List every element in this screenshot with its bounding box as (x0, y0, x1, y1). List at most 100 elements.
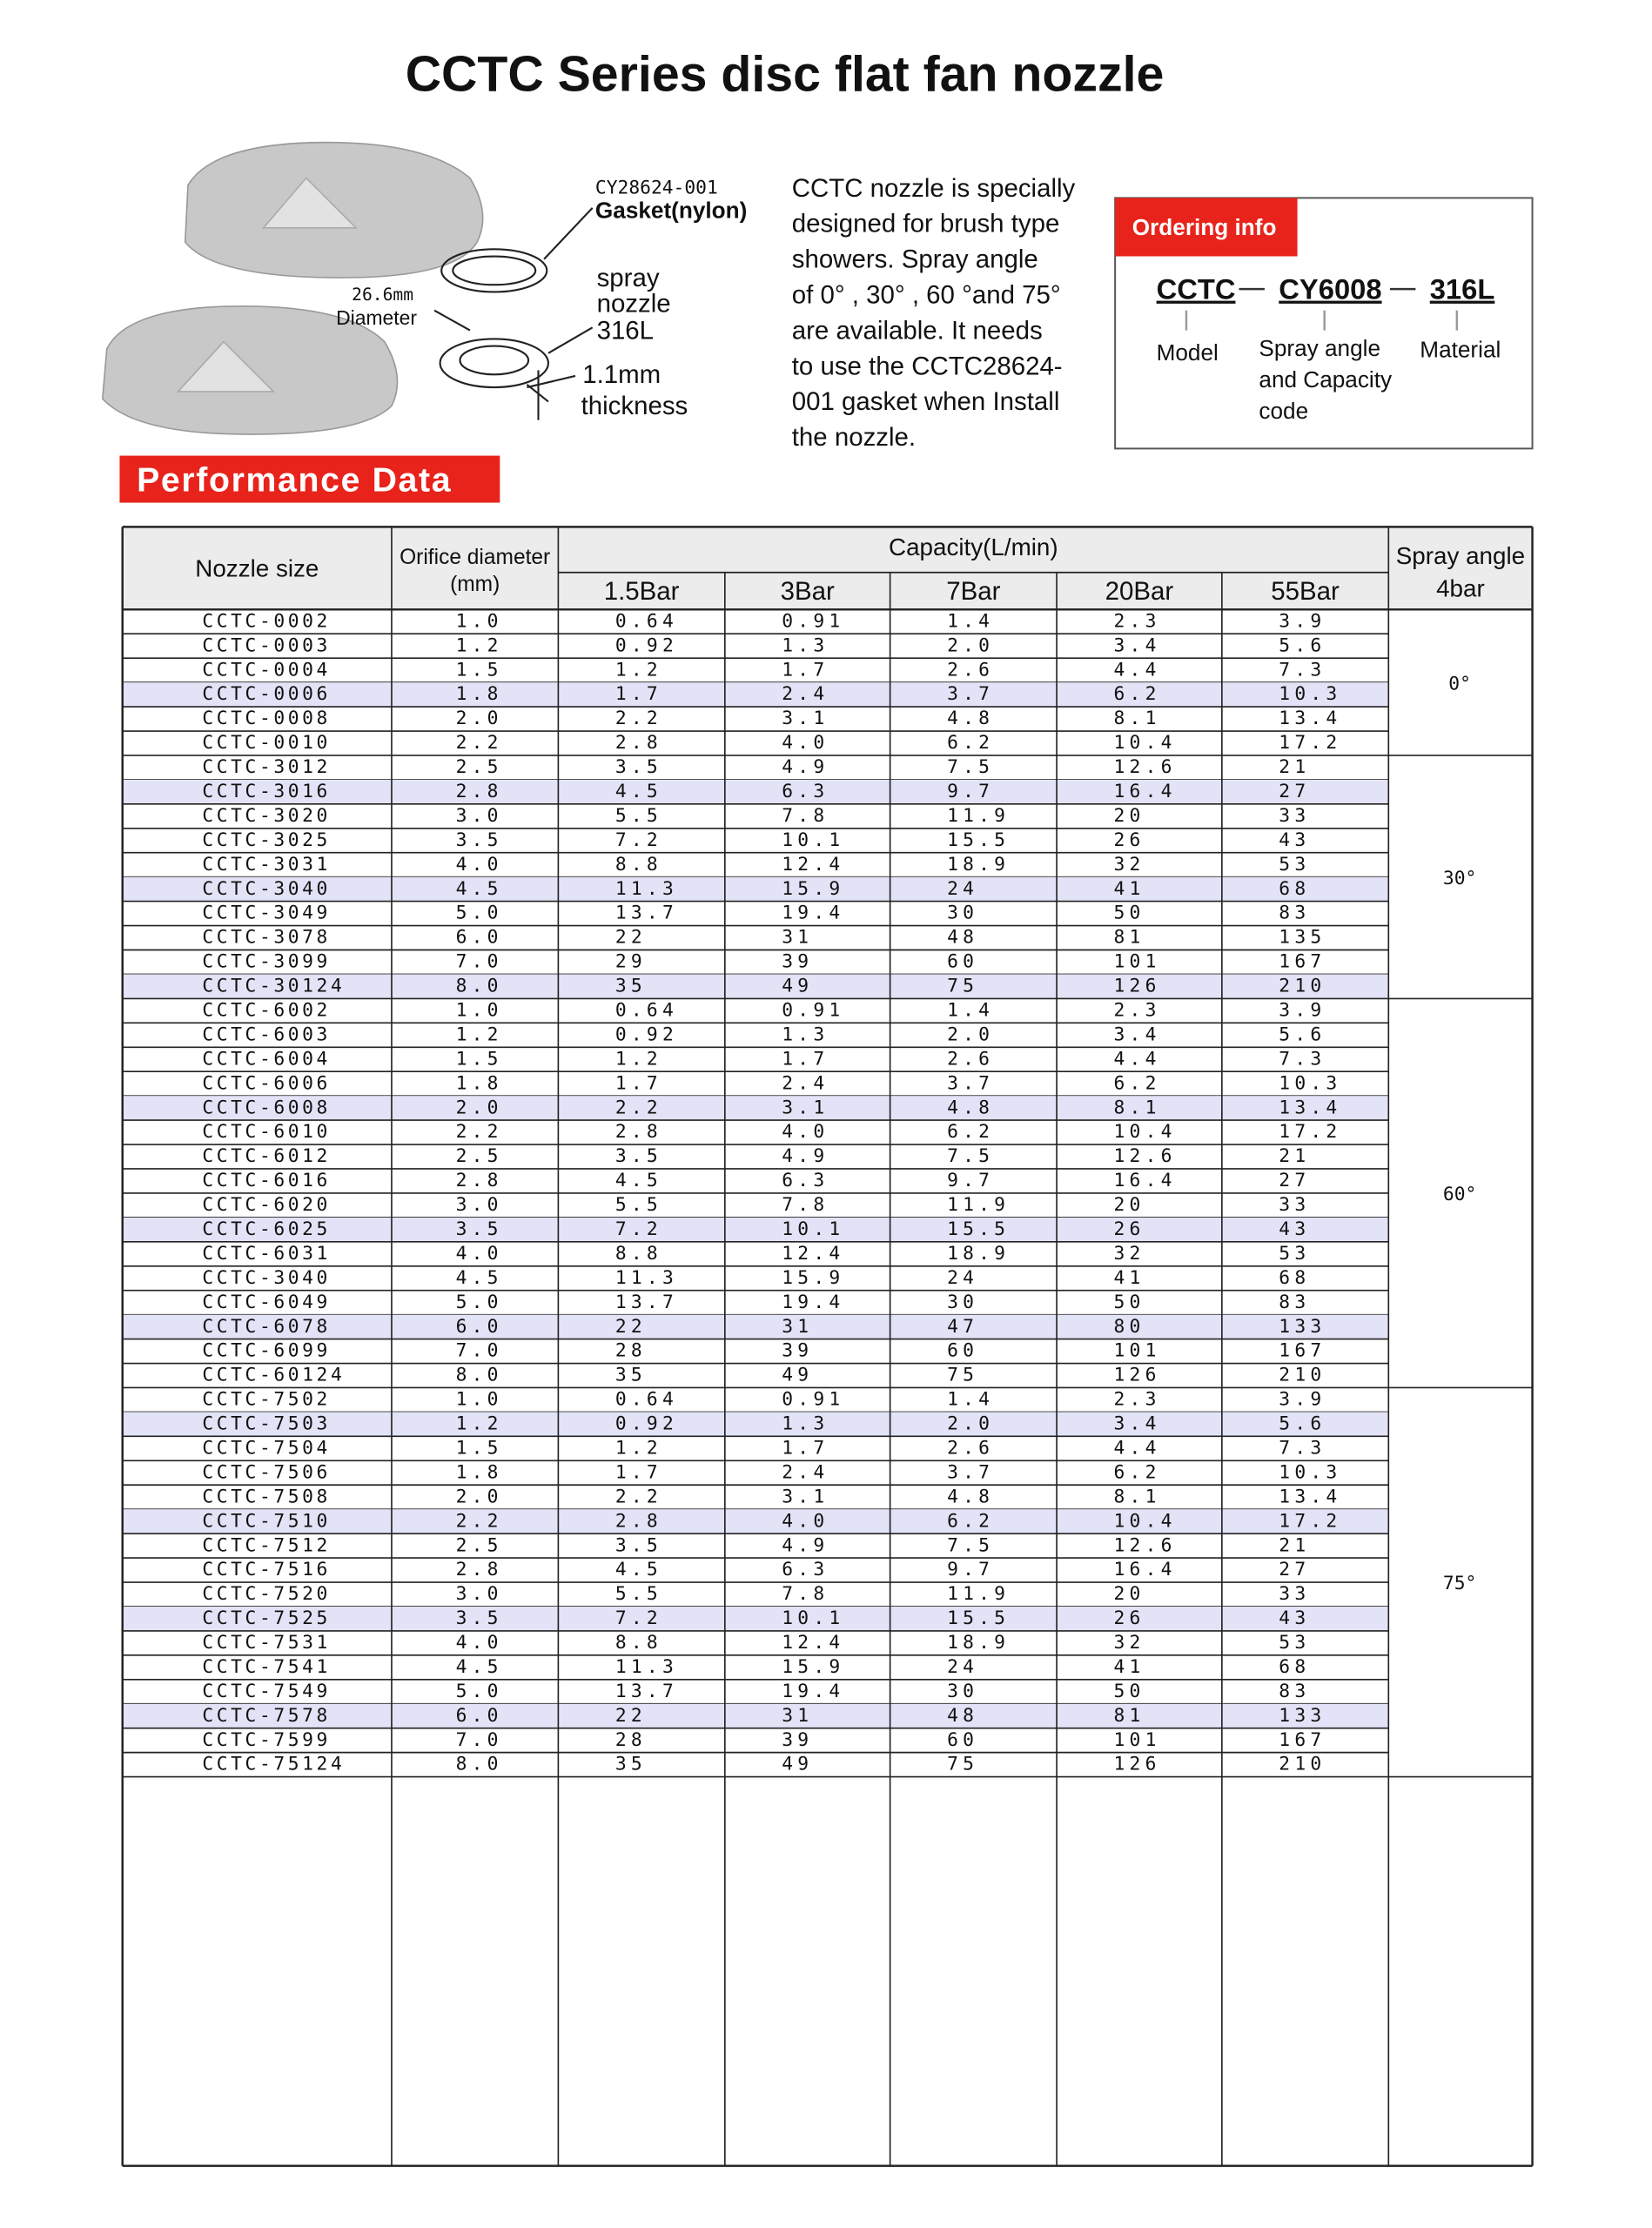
nozzle-size: CCTC-7520 (202, 1583, 331, 1605)
header-cell: 3Bar (781, 577, 835, 606)
cell: 4.5 (456, 1267, 503, 1289)
cell: 2.6 (947, 1437, 994, 1459)
cell: 28 (615, 1729, 647, 1751)
cell: 32 (1114, 854, 1145, 876)
cell: 12.6 (1114, 1145, 1177, 1167)
nozzle-size: CCTC-7503 (202, 1413, 331, 1435)
cell: 1.8 (456, 1072, 503, 1094)
cell: 13.4 (1279, 1097, 1341, 1118)
cell: 4.5 (615, 1559, 662, 1580)
cell: 26 (1114, 1218, 1145, 1240)
cell: 41 (1114, 1267, 1145, 1289)
cell: 24 (947, 1267, 978, 1289)
header-cell: (mm) (450, 573, 500, 596)
cell: 133 (1279, 1316, 1326, 1338)
cell: 4.9 (782, 756, 829, 778)
cell: 126 (1114, 1754, 1161, 1775)
nozzle-size: CCTC-3016 (202, 781, 331, 802)
section-banner (119, 455, 500, 503)
cell: 83 (1279, 903, 1310, 924)
description-line: to use the CCTC28624- (792, 352, 1063, 380)
code-capacity: CY6008 (1279, 273, 1381, 305)
cell: 16.4 (1114, 1170, 1177, 1191)
nozzle-size: CCTC-3020 (202, 805, 331, 827)
cell: 5.6 (1279, 1023, 1326, 1045)
cell: 13.4 (1279, 1486, 1341, 1507)
cell: 2.4 (782, 1072, 829, 1094)
cell: 16.4 (1114, 1559, 1177, 1580)
cell: 4.0 (782, 1121, 829, 1143)
cell: 3.5 (615, 756, 662, 778)
cell: 2.0 (947, 1413, 994, 1435)
nozzle-label: 316L (597, 316, 655, 345)
header-cell: Nozzle size (195, 555, 319, 582)
nozzle-size: CCTC-6020 (202, 1194, 331, 1216)
cell: 2.3 (1114, 610, 1161, 632)
cell: 5.6 (1279, 634, 1326, 656)
header-cell: Orifice diameter (400, 546, 550, 569)
cell: 1.7 (615, 1461, 662, 1483)
cell: 16.4 (1114, 781, 1177, 802)
header-cell: 4bar (1436, 575, 1485, 602)
cell: 4.0 (456, 1243, 503, 1265)
cell: 68 (1279, 1656, 1310, 1678)
thickness-value: 1.1mm (582, 360, 661, 389)
cell: 7.3 (1279, 1048, 1326, 1070)
cell: 167 (1279, 951, 1326, 973)
cell: 8.0 (456, 976, 503, 997)
nozzle-size: CCTC-7525 (202, 1607, 331, 1629)
cell: 3.5 (456, 829, 503, 851)
cell: 20 (1114, 1583, 1145, 1605)
description-line: 001 gasket when Install (792, 387, 1060, 416)
cell: 19.4 (782, 1681, 844, 1702)
nozzle-size: CCTC-6031 (202, 1243, 331, 1265)
cell: 1.5 (456, 1048, 503, 1070)
cell: 0.91 (782, 1389, 844, 1411)
row-highlight (122, 1606, 1389, 1631)
cell: 12.4 (782, 1632, 844, 1654)
cell: 8.8 (615, 1243, 662, 1265)
cell: 20 (1114, 1194, 1145, 1216)
nozzle-size: CCTC-7599 (202, 1729, 331, 1751)
description-line: of 0° , 30° , 60 °and 75° (792, 281, 1061, 310)
diameter-value: 26.6mm (352, 285, 413, 305)
cell: 81 (1114, 927, 1145, 949)
nozzle-size: CCTC-6004 (202, 1048, 331, 1070)
cell: 0.91 (782, 1000, 844, 1022)
cell: 68 (1279, 878, 1310, 900)
nozzle-size: CCTC-3049 (202, 903, 331, 924)
cell: 30 (947, 1292, 978, 1313)
cell: 2.8 (456, 1559, 503, 1580)
cell: 5.0 (456, 1292, 503, 1313)
cell: 39 (782, 951, 813, 973)
cell: 6.3 (782, 1170, 829, 1191)
cell: 1.4 (947, 1000, 994, 1022)
nozzle-size: CCTC-7504 (202, 1437, 331, 1459)
cell: 75 (947, 1365, 978, 1386)
nozzle-size: CCTC-7531 (202, 1632, 331, 1654)
cell: 3.4 (1114, 1413, 1161, 1435)
cell: 1.3 (782, 634, 829, 656)
nozzle-size: CCTC-6008 (202, 1097, 331, 1118)
cell: 83 (1279, 1292, 1310, 1313)
cell: 8.0 (456, 1754, 503, 1775)
nozzle-size: CCTC-0002 (202, 610, 331, 632)
cell: 6.0 (456, 1705, 503, 1727)
nozzle-size: CCTC-6006 (202, 1072, 331, 1094)
header-cell: 1.5Bar (604, 577, 680, 606)
cell: 50 (1114, 1292, 1145, 1313)
cell: 7.0 (456, 1340, 503, 1362)
nozzle-size: CCTC-6025 (202, 1218, 331, 1240)
nozzle-size: CCTC-3078 (202, 927, 331, 949)
description-line: showers. Spray angle (792, 245, 1038, 274)
cell: 101 (1114, 951, 1161, 973)
cell: 3.9 (1279, 1000, 1326, 1022)
cell: 35 (615, 1365, 647, 1386)
cell: 2.0 (456, 708, 503, 729)
cell: 1.0 (456, 610, 503, 632)
cell: 1.2 (456, 1023, 503, 1045)
header-cell: Spray angle (1396, 542, 1525, 569)
performance-table: CCTC-0002 1.0 0.64 0.91 1.4 2.3 3.9 CCTC-0003 1.… (121, 526, 1534, 2167)
thickness-label: thickness (581, 392, 688, 420)
description: CCTC nozzle is specially designed for bru… (792, 174, 1076, 452)
